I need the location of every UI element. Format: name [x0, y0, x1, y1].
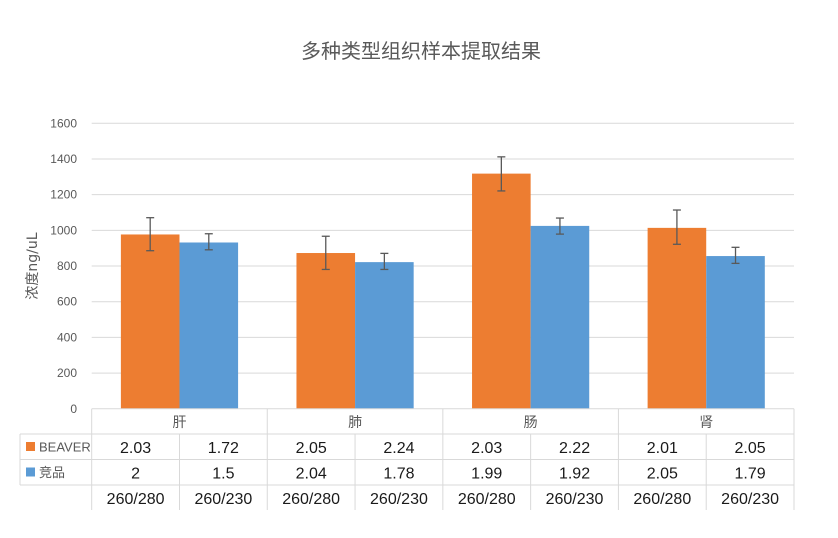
- table-cell: 2.03: [120, 440, 151, 457]
- y-tick-label: 600: [57, 295, 77, 309]
- y-tick-label: 200: [57, 366, 77, 380]
- chart-title: 多种类型组织样本提取结果: [301, 39, 541, 63]
- bar-competitor: [530, 225, 590, 409]
- category-label: 肠: [524, 415, 538, 431]
- bar-competitor: [179, 242, 239, 409]
- table-cell: 1.5: [212, 466, 234, 483]
- legend-swatch-competitor: [26, 467, 35, 477]
- category-label: 肝: [172, 415, 186, 431]
- table-ratio-label: 260/230: [194, 491, 252, 508]
- table-cell: 2.05: [647, 466, 678, 483]
- table-cell: 1.72: [208, 440, 239, 457]
- table-cell: 2.01: [647, 440, 678, 457]
- category-label: 肾: [699, 415, 713, 431]
- y-axis-label: 浓度ng/uL: [25, 232, 41, 299]
- table-cell: 2: [131, 466, 140, 483]
- y-tick-label: 1200: [50, 188, 77, 202]
- table-cell: 2.22: [559, 440, 590, 457]
- table-ratio-label: 260/280: [107, 491, 165, 508]
- bar-beaver: [472, 173, 531, 409]
- table-cell: 1.79: [735, 466, 766, 483]
- legend-label: 竞品: [39, 465, 65, 480]
- bar-beaver: [120, 234, 180, 409]
- table-ratio-label: 260/230: [546, 491, 604, 508]
- y-tick-label: 800: [57, 259, 77, 273]
- table-ratio-label: 260/280: [633, 491, 691, 508]
- y-tick-label: 1600: [50, 116, 77, 130]
- legend-swatch-beaver: [26, 442, 35, 451]
- table-cell: 2.03: [471, 440, 502, 457]
- data-table: 肝 肺 肠 肾 BEAVER 竞品 2.03 1.72 2.05 2.24 2.03 2.22 2.01…: [19, 408, 795, 510]
- y-tick-label: 400: [57, 330, 77, 344]
- y-axis-ticks: 0 200 400 600 800 1000 1200 1400 1600: [50, 116, 77, 416]
- bar-beaver: [647, 227, 707, 409]
- table-ratio-label: 260/230: [370, 491, 428, 508]
- table-cell: 2.04: [296, 466, 327, 483]
- legend-label: BEAVER: [39, 440, 91, 455]
- table-cell: 1.99: [471, 466, 502, 483]
- table-cell: 1.92: [559, 466, 590, 483]
- bars: [120, 173, 765, 409]
- y-tick-label: 0: [70, 402, 77, 416]
- bar-competitor: [706, 256, 765, 409]
- table-cell: 2.05: [735, 440, 766, 457]
- y-tick-label: 1400: [50, 152, 77, 166]
- table-ratio-label: 260/280: [282, 491, 340, 508]
- error-bars: [146, 156, 740, 271]
- table-cell: 2.24: [383, 440, 414, 457]
- table-cell: 2.05: [296, 440, 327, 457]
- table-ratio-label: 260/280: [458, 491, 516, 508]
- category-label: 肺: [348, 415, 362, 431]
- y-tick-label: 1000: [50, 223, 77, 237]
- table-cell: 1.78: [383, 466, 414, 483]
- bar-beaver: [296, 253, 356, 409]
- table-ratio-label: 260/230: [721, 491, 779, 508]
- bar-competitor: [355, 262, 414, 409]
